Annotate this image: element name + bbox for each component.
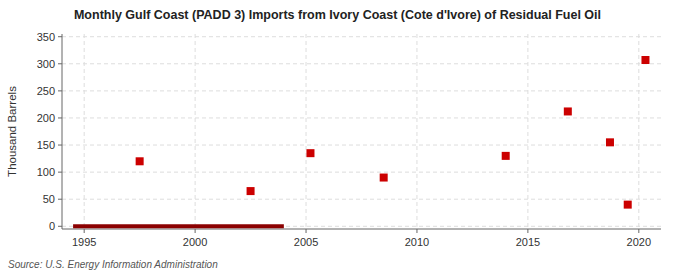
x-tick [416,229,417,233]
grid-line-x [306,34,307,229]
x-tick-label: 2020 [627,236,651,248]
grid-line-y [62,172,661,173]
plot-area [73,56,649,226]
point [380,174,388,182]
x-tick-label: 2000 [183,236,207,248]
x-tick [527,229,528,233]
point [641,56,649,64]
grid-line-x [84,34,85,229]
axes: 0 50 100 150 200 250 300 350 1995 2000 2005 2010 201… [37,31,661,248]
y-tick [58,172,62,173]
y-tick [58,117,62,118]
y-tick-label: 100 [37,166,55,178]
grid [62,34,661,229]
point [606,138,614,146]
grid-line-x [527,34,528,229]
y-tick [58,63,62,64]
y-tick-label: 250 [37,85,55,97]
grid-line-y [62,63,661,64]
y-axis-label: Thousand Barrels [6,86,18,177]
x-tick-label: 2010 [405,236,429,248]
grid-line-x [195,34,196,229]
grid-line-y [62,90,661,91]
x-tick-label: 2005 [294,236,318,248]
x-tick-label: 1995 [72,236,96,248]
y-tick [58,199,62,200]
point [306,149,314,157]
x-tick-label: 2015 [516,236,540,248]
grid-line-y [62,226,661,227]
y-tick-label: 0 [49,220,55,232]
y-tick [58,145,62,146]
point [502,152,510,160]
grid-line-x [638,34,639,229]
chart: Monthly Gulf Coast (PADD 3) Imports from… [0,0,675,275]
x-tick [195,229,196,233]
x-tick [84,229,85,233]
y-tick [58,90,62,91]
source-note: Source: U.S. Energy Information Administ… [8,259,218,270]
y-tick-label: 300 [37,58,55,70]
y-tick [58,226,62,227]
point [564,107,572,115]
x-tick [306,229,307,233]
grid-line-y [62,145,661,146]
y-tick [58,36,62,37]
y-tick-label: 200 [37,112,55,124]
x-axis-line [62,229,661,230]
y-tick-label: 150 [37,139,55,151]
point [136,157,144,165]
y-tick-label: 350 [37,31,55,43]
grid-line-y [62,117,661,118]
x-tick [638,229,639,233]
point [247,187,255,195]
grid-line-y [62,36,661,37]
grid-line-y [62,199,661,200]
point [624,201,632,209]
grid-line-x [416,34,417,229]
y-tick-label: 50 [43,193,55,205]
y-axis-line [62,34,63,229]
line [73,224,284,228]
title: Monthly Gulf Coast (PADD 3) Imports from… [74,8,601,22]
